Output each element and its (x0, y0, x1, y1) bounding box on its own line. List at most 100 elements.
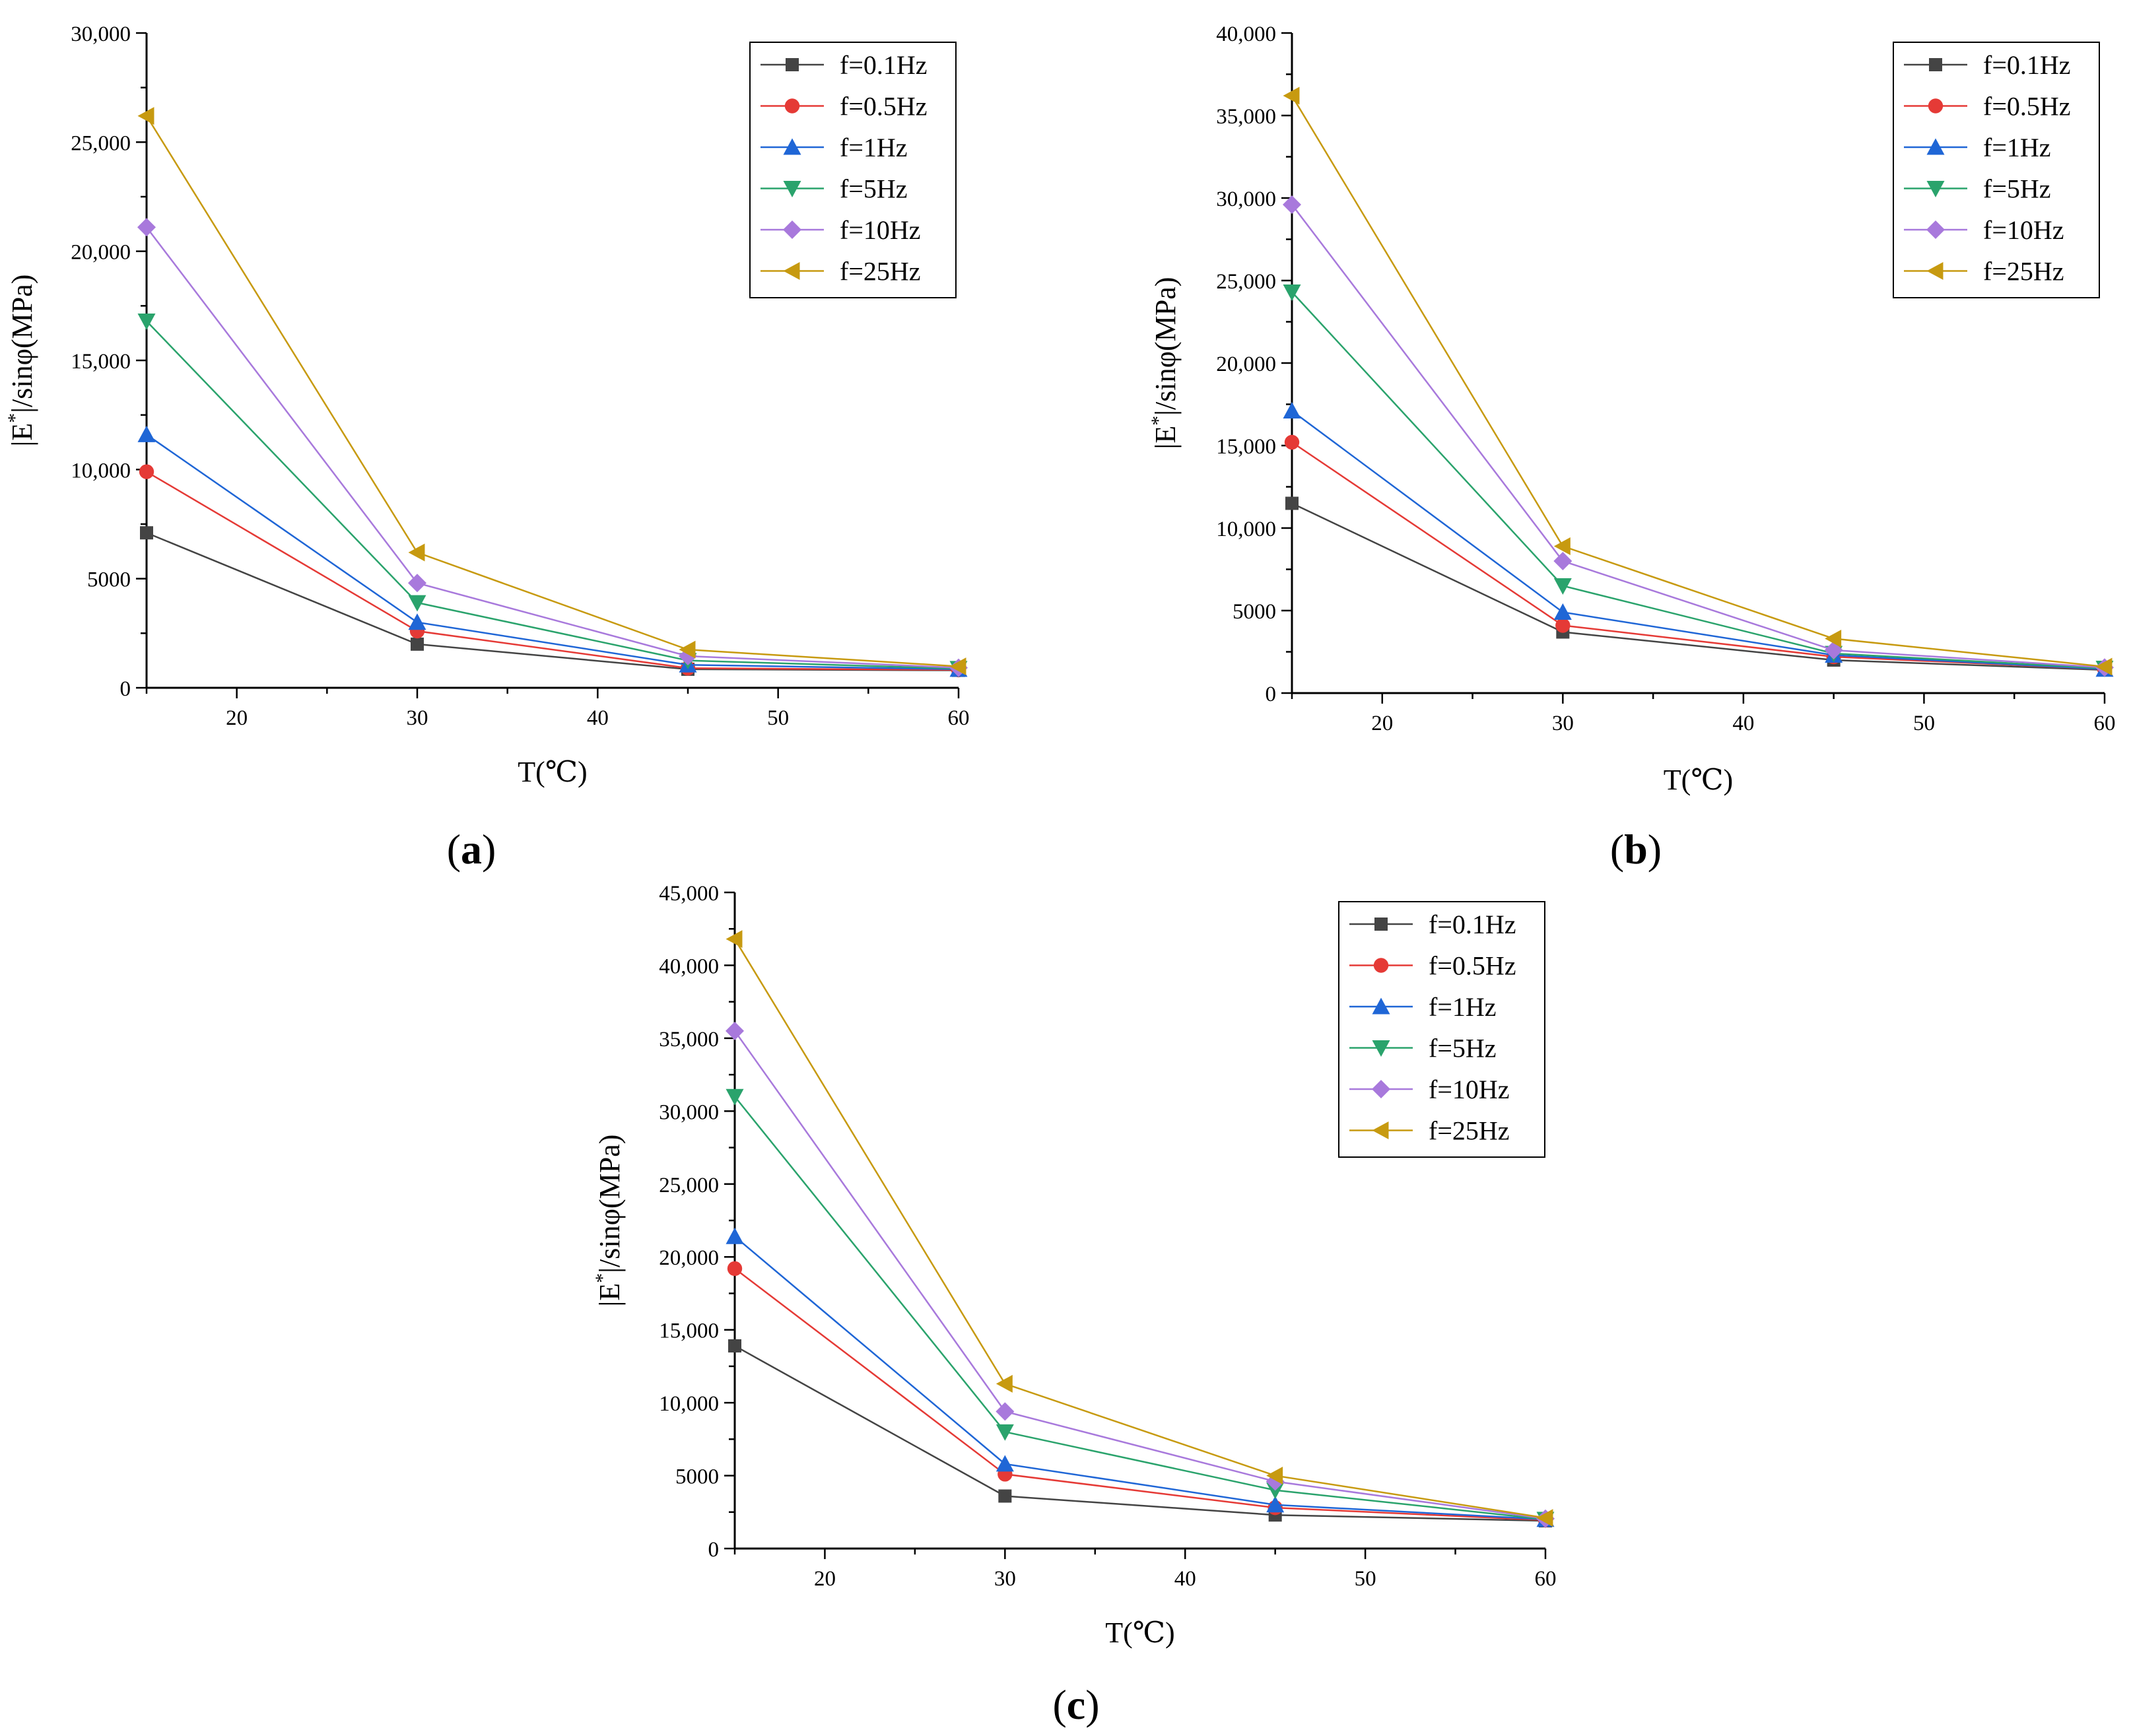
chart-c-data-point (998, 1489, 1012, 1503)
chart-a-y-tick-label: 0 (120, 677, 131, 701)
chart-b-legend-label: f=0.5Hz (1983, 92, 2071, 121)
chart-b-legend-label: f=1Hz (1983, 133, 2051, 162)
chart-b-y-title-sup: * (1147, 416, 1169, 426)
chart-a-y-tick-label: 20,000 (71, 241, 131, 265)
chart-b: 20 30 40 50 60 0 5000 10,000 15,000 20,000 25,000 3… (1147, 22, 2116, 873)
chart-a-x-tick-label: 20 (226, 706, 248, 730)
chart-c-x-axis-title: T(℃) (1105, 1617, 1174, 1649)
chart-a-x-tick-label: 30 (407, 706, 428, 730)
chart-a-legend-label: f=10Hz (840, 215, 921, 245)
chart-b-legend-marker (1926, 220, 1945, 239)
chart-a-legend-label: f=0.1Hz (840, 50, 928, 80)
chart-a-data-point (411, 637, 424, 651)
chart-b-x-tick-label: 30 (1552, 712, 1574, 735)
chart-c-series-line (733, 939, 1546, 1519)
chart-c-x-tick-label: 20 (814, 1567, 836, 1591)
chart-c-series-line (734, 1236, 1546, 1521)
chart-a-x-tick-label: 50 (767, 706, 789, 730)
chart-c-legend-marker (1372, 1080, 1390, 1098)
chart-c-y-axis-title: |E*|/sinφ(MPa) (592, 1135, 626, 1307)
chart-a-legend-label: f=5Hz (840, 174, 908, 204)
chart-b-series-5 (1283, 86, 2113, 676)
chart-b-series-1 (1284, 434, 2113, 677)
chart-c-series-5 (726, 930, 1553, 1527)
chart-c-panel-label-close: ) (1085, 1681, 1099, 1728)
chart-c-data-point (726, 930, 743, 949)
chart-c-legend: f=0.1Hz f=0.5Hz f=1Hz f=5Hz f=10Hz f=25Hz (1338, 901, 1545, 1158)
chart-b-legend-label: f=0.1Hz (1983, 50, 2071, 80)
chart-c-legend-marker (1372, 1040, 1390, 1057)
chart-b-series-0 (1285, 496, 2111, 677)
chart-a-x-tick-label: 60 (948, 706, 970, 730)
chart-c-y-tick-label: 20,000 (659, 1246, 719, 1270)
chart-c-legend-label: f=0.1Hz (1429, 910, 1516, 939)
chart-a-legend-label: f=25Hz (840, 257, 921, 286)
chart-c-panel-label: (c) (1052, 1681, 1099, 1728)
chart-c-y-tick-label: 15,000 (659, 1319, 719, 1343)
chart-c-legend-box (1338, 901, 1545, 1158)
chart-c-series-2 (726, 1227, 1555, 1527)
chart-b-series-line (1291, 441, 2105, 670)
chart-b-data-point (1553, 578, 1572, 595)
chart-c-data-point (726, 1088, 744, 1106)
chart-c-x-tick-label: 40 (1174, 1567, 1196, 1591)
chart-a: 20 30 40 50 60 0 5000 10,000 15,000 20,000 25,000 3… (4, 22, 970, 873)
chart-b-data-point (1553, 552, 1573, 570)
chart-a-legend-marker (784, 98, 800, 114)
chart-a-series-line (146, 471, 959, 671)
chart-c-legend-label: f=25Hz (1429, 1116, 1510, 1146)
chart-a-y-tick-label: 10,000 (71, 459, 131, 483)
chart-c-data-point (1266, 1496, 1285, 1513)
chart-c-series-line (734, 1345, 1546, 1522)
chart-c-data-point (726, 1227, 744, 1244)
chart-a-data-point (949, 657, 966, 676)
chart-c-y-tick-label: 45,000 (659, 882, 719, 906)
chart-c-legend-label: f=5Hz (1429, 1034, 1497, 1063)
chart-a-legend: f=0.1Hz f=0.5Hz f=1Hz f=5Hz f=10Hz f=25Hz (749, 42, 957, 298)
chart-b-y-tick-label: 40,000 (1216, 22, 1276, 46)
chart-a-y-title-post: |/sinφ(MPa) (6, 275, 38, 413)
chart-b-y-tick-label: 10,000 (1216, 517, 1276, 541)
chart-a-legend-marker (783, 262, 800, 280)
chart-b-data-point (2095, 657, 2113, 676)
chart-b-y-tick-label: 35,000 (1216, 105, 1276, 129)
chart-a-y-tick-label: 5000 (87, 568, 131, 592)
chart-b-series-2 (1283, 402, 2114, 677)
chart-a-x-tick-label: 40 (587, 706, 609, 730)
chart-b-y-tick-label: 30,000 (1216, 187, 1276, 211)
chart-a-data-point (679, 640, 696, 659)
chart-c-data-point (996, 1402, 1015, 1421)
chart-b-legend-marker (1926, 138, 1945, 155)
chart-b-series-line (1291, 502, 2105, 671)
chart-c-y-title-pre: |E (593, 1283, 626, 1307)
chart-b-series-line (1291, 291, 2105, 669)
chart-a-legend-marker (783, 220, 801, 239)
chart-b-x-tick-label: 20 (1371, 712, 1393, 735)
chart-a-y-tick-label: 30,000 (71, 22, 131, 46)
chart-a-legend-marker (786, 58, 799, 71)
chart-c-data-point (727, 1261, 743, 1277)
chart-a-y-title-pre: |E (6, 423, 38, 447)
chart-b-y-title-pre: |E (1149, 426, 1182, 450)
chart-b-x-tick-label: 50 (1913, 712, 1935, 735)
chart-b-series-3 (1283, 284, 2114, 677)
chart-a-legend-box (749, 42, 957, 298)
chart-c-data-point (996, 1455, 1014, 1472)
chart-c-y-tick-label: 0 (708, 1538, 720, 1562)
chart-b-legend-label: f=25Hz (1983, 257, 2064, 286)
chart-a-panel-label-close: ) (482, 826, 496, 873)
chart-b-data-point (1285, 496, 1299, 510)
chart-b-panel-label-close: ) (1648, 826, 1662, 873)
chart-c-data-point (1266, 1467, 1283, 1485)
chart-a-data-point (408, 595, 426, 612)
chart-c-x-tick-label: 30 (994, 1567, 1016, 1591)
chart-c-y-title-sup: * (592, 1273, 613, 1283)
chart-b-y-tick-label: 5000 (1233, 600, 1276, 624)
chart-b-data-point (1553, 603, 1572, 620)
chart-c-x-tick-label: 60 (1535, 1567, 1557, 1591)
chart-b-x-axis-title: T(℃) (1664, 764, 1733, 796)
chart-b-series-line (1291, 95, 2105, 668)
chart-a-series-line (145, 115, 959, 667)
chart-b-data-point (1284, 434, 1300, 450)
